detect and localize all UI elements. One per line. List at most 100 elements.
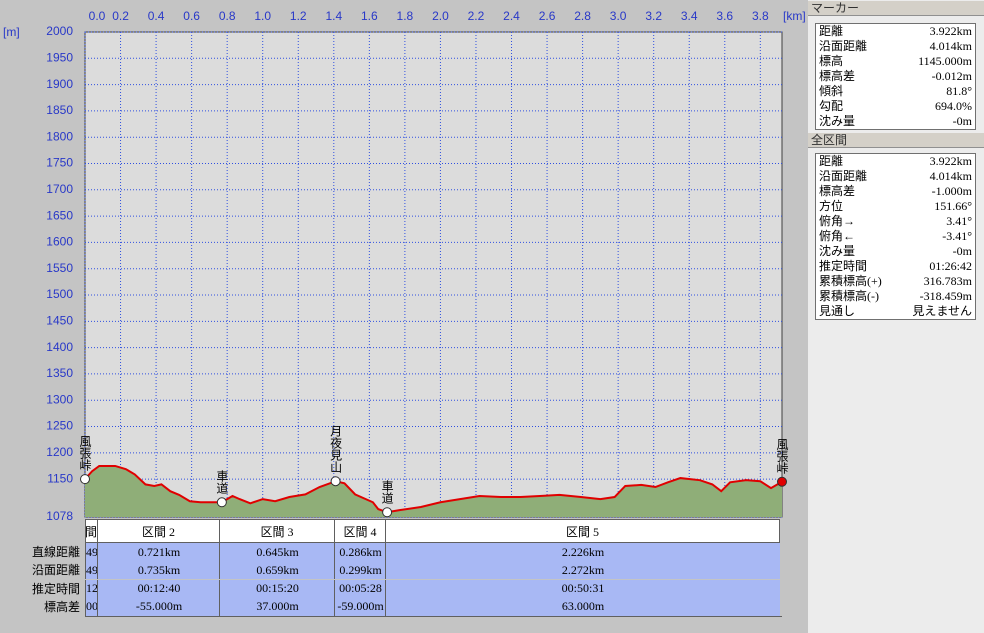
info-label: 累積標高(-)	[819, 289, 879, 303]
profile-fill	[85, 465, 782, 517]
section-header: 区間 4	[334, 519, 386, 543]
section-header: 区間 5	[385, 519, 780, 543]
info-value: 3.41°	[946, 214, 972, 228]
waypoint-label: 車道	[380, 480, 395, 505]
waypoint-label: 車道	[214, 470, 229, 495]
waypoint-label: 月夜見山	[328, 425, 343, 474]
x-tick-label: 3.4	[681, 9, 698, 23]
info-value: 151.66°	[934, 199, 972, 213]
section-value: 0.299km	[334, 561, 386, 580]
waypoint-label: 風張峠	[775, 437, 789, 474]
y-tick-label: 1300	[46, 392, 73, 406]
section-value: 37.000m	[219, 597, 335, 616]
section-value: 00:15:20	[219, 579, 335, 598]
x-tick-label: 0.8	[219, 9, 236, 23]
x-tick-label: 0.4	[148, 9, 165, 23]
waypoint-marker	[330, 476, 341, 487]
info-value: 316.783m	[923, 274, 972, 288]
info-row: 沈み量 -0m	[816, 114, 975, 129]
info-row: 距離 3.922km	[816, 24, 975, 39]
y-tick-label: 1500	[46, 287, 73, 301]
section-value: 0.286km	[334, 543, 386, 561]
info-label: 俯角→	[819, 214, 856, 228]
section-value: 00	[85, 597, 98, 616]
info-label: 沈み量	[819, 244, 856, 258]
panel-title: 全区間	[808, 133, 984, 148]
y-tick-label: 2000	[46, 24, 73, 38]
info-value: -1.000m	[931, 184, 972, 198]
info-label: 距離	[819, 154, 844, 168]
x-tick-label: 0.6	[183, 9, 200, 23]
x-tick-label: 3.0	[610, 9, 627, 23]
y-tick-label: 1750	[46, 156, 73, 170]
section-value: 0.645km	[219, 543, 335, 561]
x-tick-label: 2.2	[468, 9, 485, 23]
info-label: 累積標高(+)	[819, 274, 882, 288]
info-row: 沈み量 -0m	[816, 244, 975, 259]
x-tick-label: 2.6	[539, 9, 556, 23]
x-tick-label: 2.4	[503, 9, 520, 23]
section-value: 2.226km	[385, 543, 780, 561]
section-header: 区間 3	[219, 519, 335, 543]
info-row: 傾斜 81.8°	[816, 84, 975, 99]
y-tick-label: 1650	[46, 208, 73, 222]
info-value: -3.41°	[942, 229, 972, 243]
section-value: 12	[85, 579, 98, 598]
info-value: -0m	[952, 114, 972, 128]
info-label: 沿面距離	[819, 39, 868, 53]
x-tick-label: 1.2	[290, 9, 307, 23]
y-unit: [m]	[3, 25, 20, 39]
x-unit: [km]	[783, 9, 806, 23]
info-value: 81.8°	[946, 84, 972, 98]
y-tick-label: 1600	[46, 235, 73, 249]
info-row: 標高 1145.000m	[816, 54, 975, 69]
x-tick-label: 3.6	[716, 9, 733, 23]
section-value: 2.272km	[385, 561, 780, 580]
y-tick-label: 1700	[46, 182, 73, 196]
info-label: 俯角←	[819, 229, 856, 243]
info-row: 推定時間 01:26:42	[816, 259, 975, 274]
profile-line	[84, 464, 783, 514]
marker-box: 距離 3.922km 沿面距離 4.014km 標高 1145.000m 標高差 -0.012…	[815, 23, 976, 130]
info-row: 標高差 -1.000m	[816, 184, 975, 199]
section-value: 49	[85, 543, 98, 561]
info-label: 沈み量	[819, 114, 856, 128]
x-tick-label: 1.6	[361, 9, 378, 23]
info-label: 傾斜	[819, 84, 844, 98]
info-row: 距離 3.922km	[816, 154, 975, 169]
section-value: 00:05:28	[334, 579, 386, 598]
profile-chart: [m] [km] 1078 1150 1200 1250 1300 1350 1400 145…	[3, 9, 806, 523]
info-label: 見通し	[819, 304, 856, 318]
y-tick-label: 1250	[46, 419, 73, 433]
waypoint-marker	[382, 507, 393, 518]
x-tick-label: 2.0	[432, 9, 449, 23]
info-row: 勾配 694.0%	[816, 99, 975, 114]
info-panel: マーカー 距離 3.922km 沿面距離 4.014km 標高 1145.000m 標高差 -…	[808, 0, 984, 633]
section-value: 0.721km	[97, 543, 220, 561]
info-label: 標高	[819, 54, 844, 68]
info-row: 累積標高(-) -318.459m	[816, 289, 975, 304]
info-value: 4.014km	[929, 39, 972, 53]
row-label: 標高差	[43, 599, 80, 614]
info-label: 推定時間	[819, 259, 868, 273]
info-value: 01:26:42	[929, 259, 972, 273]
info-value: 4.014km	[929, 169, 972, 183]
y-tick-label: 1450	[46, 313, 73, 327]
x-tick-label: 3.2	[645, 9, 662, 23]
plot-area	[84, 31, 783, 518]
section-value: 0.735km	[97, 561, 220, 580]
row-label: 直線距離	[31, 545, 80, 559]
info-value: 見えません	[912, 304, 972, 318]
waypoint-marker	[80, 474, 90, 485]
y-tick-label: 1400	[46, 340, 73, 354]
info-label: 勾配	[819, 99, 844, 113]
y-tick-label: 1850	[46, 103, 73, 117]
y-tick-label: 1350	[46, 366, 73, 380]
x-tick-label: 0.0	[89, 9, 106, 23]
section-header: 区間 2	[97, 519, 220, 543]
info-row: 沿面距離 4.014km	[816, 169, 975, 184]
x-tick-label: 0.2	[112, 9, 129, 23]
table-base	[85, 616, 782, 617]
section-value: 0.659km	[219, 561, 335, 580]
